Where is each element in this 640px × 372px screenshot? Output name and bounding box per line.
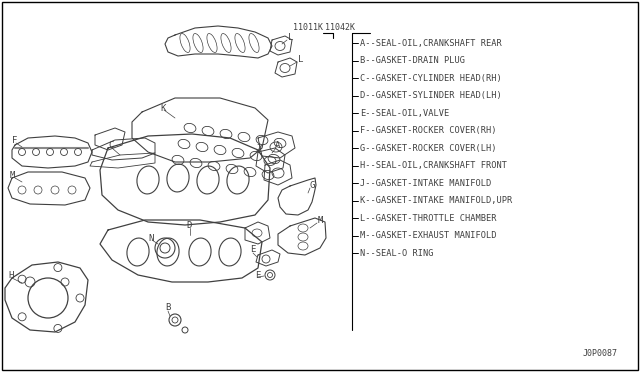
Text: 11042K: 11042K — [325, 22, 355, 32]
Text: H--SEAL-OIL,CRANKSHAFT FRONT: H--SEAL-OIL,CRANKSHAFT FRONT — [360, 161, 507, 170]
Text: K: K — [160, 103, 165, 112]
Text: M--GASKET-EXHAUST MANIFOLD: M--GASKET-EXHAUST MANIFOLD — [360, 231, 497, 240]
Text: F: F — [12, 135, 17, 144]
Text: M: M — [318, 215, 323, 224]
Text: A--SEAL-OIL,CRANKSHAFT REAR: A--SEAL-OIL,CRANKSHAFT REAR — [360, 38, 502, 48]
Text: L: L — [288, 32, 293, 42]
Text: K--GASKET-INTAKE MANIFOLD,UPR: K--GASKET-INTAKE MANIFOLD,UPR — [360, 196, 512, 205]
Text: J--GASKET-INTAKE MANIFOLD: J--GASKET-INTAKE MANIFOLD — [360, 179, 492, 187]
Text: D--GASKET-SYLINDER HEAD(LH): D--GASKET-SYLINDER HEAD(LH) — [360, 91, 502, 100]
Text: J: J — [255, 144, 260, 153]
Text: C: C — [108, 141, 113, 150]
Text: G--GASKET-ROCKER COVER(LH): G--GASKET-ROCKER COVER(LH) — [360, 144, 497, 153]
Text: E--SEAL-OIL,VALVE: E--SEAL-OIL,VALVE — [360, 109, 449, 118]
Text: M: M — [10, 170, 15, 180]
Text: B--GASKET-DRAIN PLUG: B--GASKET-DRAIN PLUG — [360, 56, 465, 65]
Text: C--GASKET-CYLINDER HEAD(RH): C--GASKET-CYLINDER HEAD(RH) — [360, 74, 502, 83]
Text: D: D — [186, 221, 191, 230]
Text: B: B — [165, 304, 170, 312]
Text: L--GASKET-THROTTLE CHAMBER: L--GASKET-THROTTLE CHAMBER — [360, 214, 497, 222]
Text: H: H — [8, 270, 13, 279]
Text: 11011K: 11011K — [293, 22, 323, 32]
Text: J0P0087: J0P0087 — [583, 350, 618, 359]
Text: L: L — [298, 55, 303, 64]
Text: N: N — [148, 234, 154, 243]
Text: E: E — [255, 272, 260, 280]
Text: E: E — [250, 246, 255, 254]
Text: G: G — [310, 180, 316, 189]
Text: A: A — [275, 141, 280, 150]
Text: N--SEAL-O RING: N--SEAL-O RING — [360, 248, 433, 257]
Text: F--GASKET-ROCKER COVER(RH): F--GASKET-ROCKER COVER(RH) — [360, 126, 497, 135]
